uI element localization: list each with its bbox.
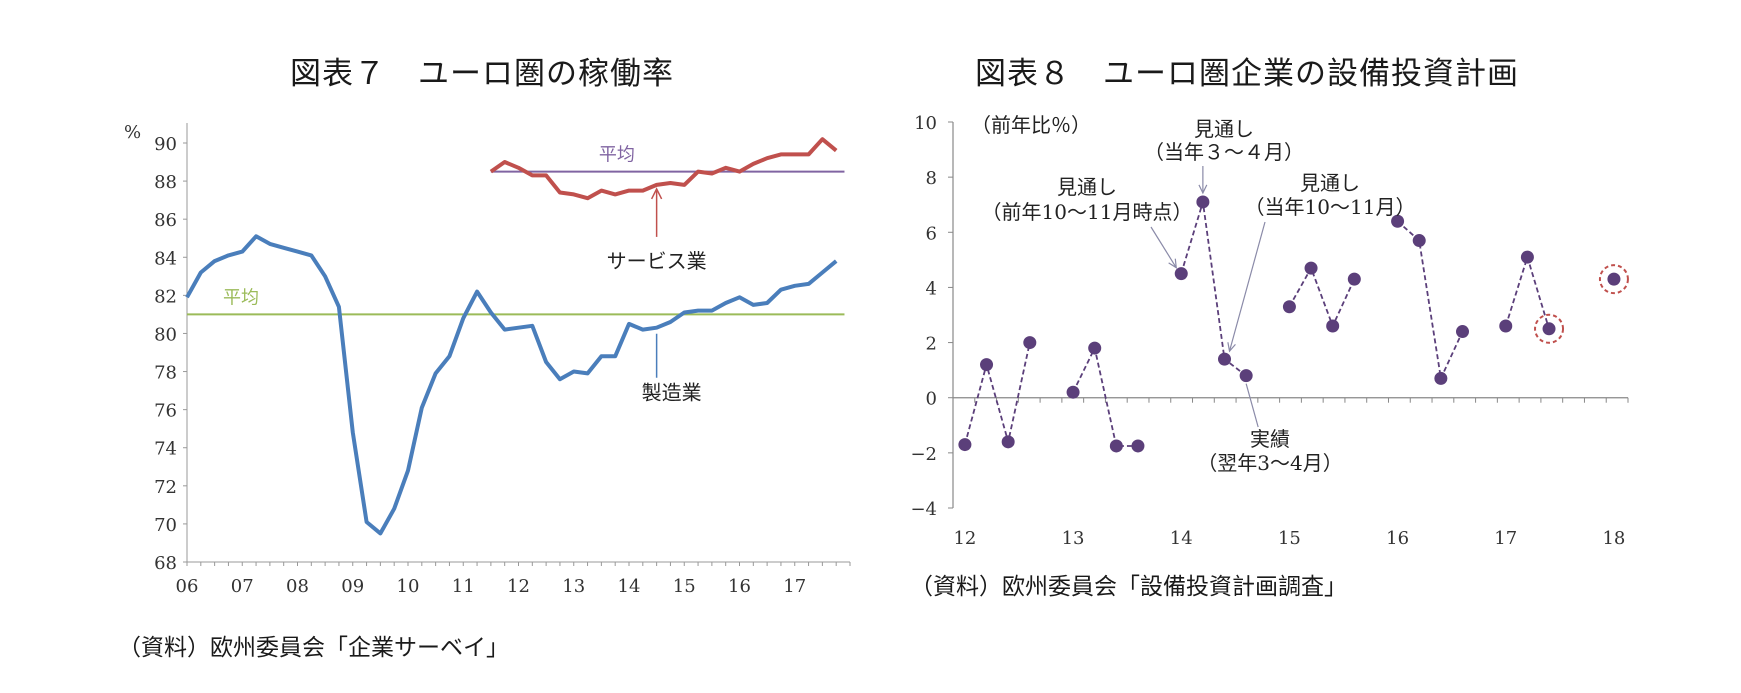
services-pointer-arrowhead <box>650 187 663 200</box>
y-tick-label: 90 <box>154 134 177 155</box>
y-tick-label: 68 <box>154 553 177 574</box>
y-tick-label: 78 <box>154 363 177 384</box>
services-label: サービス業 <box>607 249 707 273</box>
x-tick-label: 16 <box>728 576 751 597</box>
x-tick-label: 14 <box>618 576 641 597</box>
y-tick-label: 86 <box>154 210 177 231</box>
series-line-manufacturing <box>185 234 838 536</box>
y-tick-label: 70 <box>154 515 177 536</box>
chart-title-left: 図表７ ユーロ圏の稼働率 <box>290 56 674 92</box>
manufacturing-label: 製造業 <box>642 381 702 405</box>
x-tick-label: 10 <box>397 576 420 597</box>
series-line-services <box>489 137 838 201</box>
source-note-left: （資料）欧州委員会「企業サーベイ」 <box>118 635 509 661</box>
y-tick-label: 88 <box>154 172 177 193</box>
y-tick-label: 84 <box>154 248 177 269</box>
x-tick-label: 09 <box>341 576 364 597</box>
x-tick-label: 08 <box>286 576 309 597</box>
source-note-right: （資料）欧州委員会「設備投資計画調査」 <box>910 574 1347 600</box>
y-axis-unit: % <box>124 122 141 143</box>
x-tick-label: 13 <box>562 576 585 597</box>
x-tick-label: 06 <box>176 576 199 597</box>
x-tick-label: 15 <box>673 576 696 597</box>
x-tick-label: 17 <box>783 576 806 597</box>
x-tick-label: 07 <box>231 576 254 597</box>
y-tick-label: 80 <box>154 324 177 345</box>
average-label: 平均 <box>599 145 635 166</box>
chart-title-right: 図表８ ユーロ圏企業の設備投資計画 <box>975 56 1519 92</box>
y-tick-label: 74 <box>154 439 177 460</box>
x-tick-label: 12 <box>507 576 530 597</box>
average-label: 平均 <box>223 287 259 308</box>
x-tick-label: 11 <box>452 576 475 597</box>
y-tick-label: 72 <box>154 477 177 498</box>
y-tick-label: 76 <box>154 401 177 422</box>
y-tick-label: 82 <box>154 286 177 307</box>
